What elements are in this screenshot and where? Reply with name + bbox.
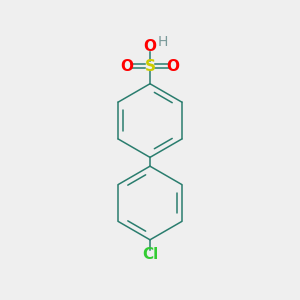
Text: O: O: [143, 39, 157, 54]
Text: O: O: [167, 58, 179, 74]
Text: Cl: Cl: [142, 247, 158, 262]
Text: O: O: [121, 58, 134, 74]
Text: S: S: [145, 58, 155, 74]
Text: H: H: [157, 34, 168, 49]
